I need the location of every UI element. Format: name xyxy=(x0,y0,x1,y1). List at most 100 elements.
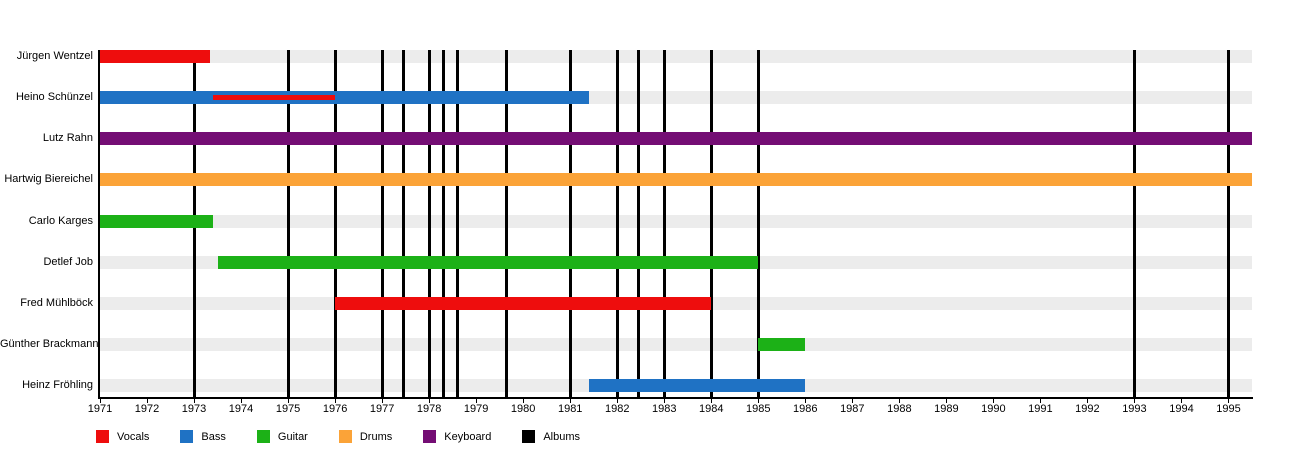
legend-swatch-keyboard xyxy=(423,430,437,443)
member-bar-vocals xyxy=(335,297,712,310)
member-bar-vocals xyxy=(100,50,211,63)
x-axis-tick xyxy=(240,397,242,403)
x-axis-tick xyxy=(287,397,289,403)
legend-label: Vocals xyxy=(117,430,150,443)
row-band xyxy=(100,338,1252,351)
legend-label: Keyboard xyxy=(444,430,492,443)
legend-label: Guitar xyxy=(277,430,308,443)
album-release-line xyxy=(662,50,666,397)
x-axis-tick xyxy=(616,397,618,403)
row-band xyxy=(100,50,1252,63)
x-axis-tick-label: 1980 xyxy=(510,403,536,415)
member-label: Detlef Job xyxy=(43,256,93,268)
x-axis-tick-label: 1971 xyxy=(87,403,113,415)
member-label: Fred Mühlböck xyxy=(20,297,93,309)
x-axis-tick xyxy=(381,397,383,403)
x-axis-tick xyxy=(1039,397,1041,403)
x-axis-tick-label: 1972 xyxy=(134,403,160,415)
album-release-line xyxy=(505,50,509,397)
x-axis-tick-label: 1978 xyxy=(416,403,442,415)
x-axis-tick-label: 1992 xyxy=(1075,403,1100,415)
x-axis-tick xyxy=(851,397,853,403)
legend-swatch-albums xyxy=(522,430,536,443)
x-axis-tick-label: 1973 xyxy=(181,403,207,415)
album-release-line xyxy=(441,50,445,397)
x-axis-tick xyxy=(522,397,524,403)
legend-label: Albums xyxy=(543,430,581,443)
member-bar-bass xyxy=(589,379,806,392)
x-axis-tick-label: 1975 xyxy=(275,403,301,415)
x-axis-tick-label: 1983 xyxy=(651,403,677,415)
x-axis-tick-label: 1982 xyxy=(604,403,630,415)
legend-item-guitar: Guitar xyxy=(256,430,308,443)
x-axis-tick-label: 1976 xyxy=(322,403,348,415)
x-axis-tick xyxy=(663,397,665,403)
legend: Vocals Bass Guitar Drums Keyboard Albums xyxy=(96,430,580,443)
x-axis-tick xyxy=(757,397,759,403)
album-release-line xyxy=(427,50,431,397)
row-band xyxy=(100,215,1252,228)
album-release-line xyxy=(756,50,760,397)
album-release-line xyxy=(636,50,640,397)
x-axis-tick-label: 1995 xyxy=(1216,403,1241,415)
x-axis-tick-label: 1993 xyxy=(1122,403,1147,415)
x-axis-tick xyxy=(428,397,430,403)
x-axis-tick xyxy=(898,397,900,403)
legend-item-albums: Albums xyxy=(522,430,580,443)
x-axis-tick xyxy=(475,397,477,403)
x-axis-tick-label: 1986 xyxy=(793,403,818,415)
x-axis-tick xyxy=(1180,397,1182,403)
x-axis-tick-label: 1990 xyxy=(981,403,1006,415)
x-axis-tick xyxy=(1133,397,1135,403)
album-release-line xyxy=(380,50,384,397)
x-axis-tick xyxy=(1086,397,1088,403)
x-axis-tick-label: 1981 xyxy=(557,403,583,415)
album-release-line xyxy=(333,50,337,397)
legend-item-drums: Drums xyxy=(338,430,392,443)
member-bar-guitar xyxy=(100,215,213,228)
x-axis-tick xyxy=(334,397,336,403)
x-axis-tick xyxy=(945,397,947,403)
member-label: Heinz Fröhling xyxy=(22,379,93,391)
x-axis-tick-label: 1987 xyxy=(840,403,865,415)
x-axis-tick xyxy=(193,397,195,403)
x-axis-tick xyxy=(992,397,994,403)
album-release-line xyxy=(709,50,713,397)
x-axis-tick-label: 1991 xyxy=(1028,403,1053,415)
x-axis-tick xyxy=(710,397,712,403)
member-label: Heino Schünzel xyxy=(15,91,93,103)
member-bar-bass xyxy=(100,91,589,104)
member-label: Günther Brackmann xyxy=(0,338,99,350)
album-release-line xyxy=(568,50,572,397)
member-bar-drums xyxy=(100,173,1252,186)
member-bar-guitar xyxy=(758,338,806,351)
member-bar-keyboard xyxy=(100,132,1252,145)
y-axis-line xyxy=(98,50,100,397)
x-axis-tick xyxy=(569,397,571,403)
x-axis-line xyxy=(98,397,1253,399)
album-release-line xyxy=(1226,50,1230,397)
legend-swatch-bass xyxy=(180,430,194,443)
x-axis-tick xyxy=(146,397,148,403)
album-release-line xyxy=(1132,50,1136,397)
legend-item-vocals: Vocals xyxy=(96,430,149,443)
album-release-line xyxy=(615,50,619,397)
x-axis-tick xyxy=(99,397,101,403)
x-axis-tick-label: 1985 xyxy=(746,403,771,415)
legend-item-keyboard: Keyboard xyxy=(423,430,491,443)
legend-label: Bass xyxy=(201,430,226,443)
x-axis-tick-label: 1984 xyxy=(699,403,724,415)
album-release-line xyxy=(286,50,290,397)
x-axis-tick-label: 1989 xyxy=(934,403,959,415)
x-axis-tick-label: 1994 xyxy=(1169,403,1194,415)
x-axis-tick-label: 1979 xyxy=(463,403,489,415)
x-axis-tick-label: 1974 xyxy=(228,403,254,415)
legend-item-bass: Bass xyxy=(180,430,226,443)
member-label: Jürgen Wentzel xyxy=(16,50,93,62)
x-axis-tick-label: 1977 xyxy=(369,403,395,415)
member-label: Hartwig Biereichel xyxy=(4,173,93,185)
legend-swatch-guitar xyxy=(256,430,270,443)
member-label: Carlo Karges xyxy=(28,215,93,227)
legend-swatch-drums xyxy=(338,430,352,443)
